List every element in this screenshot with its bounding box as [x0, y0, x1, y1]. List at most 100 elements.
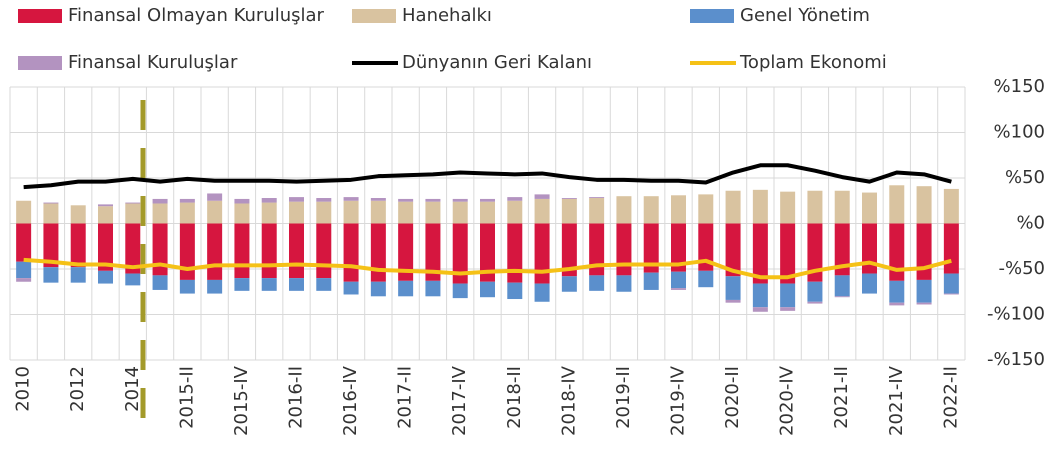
bar — [698, 223, 714, 271]
bar — [179, 202, 195, 224]
bar — [671, 288, 686, 290]
bar — [780, 191, 796, 224]
bar — [889, 280, 905, 303]
x-tick-label: 2015-II — [176, 366, 197, 429]
bar — [807, 281, 823, 302]
bar — [698, 194, 714, 224]
x-tick-label: 2017-IV — [449, 365, 470, 436]
bar — [725, 223, 741, 277]
bar — [589, 197, 605, 199]
bar — [752, 189, 768, 224]
bar — [398, 198, 414, 202]
legend-swatch — [18, 9, 62, 23]
bar — [534, 198, 550, 224]
bar — [589, 198, 605, 224]
bar — [534, 283, 550, 302]
bar — [807, 223, 823, 282]
bar — [125, 273, 141, 286]
y-tick-label: -%100 — [987, 304, 1045, 325]
legend-swatch — [690, 9, 734, 23]
bar — [425, 280, 441, 297]
bar — [289, 201, 304, 224]
bar — [916, 279, 932, 303]
bar — [152, 203, 168, 224]
bar — [534, 223, 550, 284]
bar — [943, 273, 959, 294]
bar — [725, 276, 741, 300]
bar — [671, 195, 686, 224]
bar — [125, 203, 141, 224]
bar — [480, 198, 495, 202]
bar — [370, 198, 386, 201]
bar — [425, 201, 441, 224]
bar — [289, 278, 304, 291]
bar — [616, 196, 632, 224]
bar — [780, 223, 796, 284]
bar — [16, 278, 32, 282]
bar — [507, 282, 523, 300]
bar — [889, 185, 905, 224]
x-tick-label: 2019-II — [613, 366, 634, 429]
bar — [889, 223, 905, 281]
bar — [834, 190, 850, 224]
bar — [261, 278, 277, 291]
x-tick-label: 2022-II — [940, 366, 961, 429]
bar — [343, 197, 359, 201]
bar — [370, 223, 386, 282]
legend-label: Toplam Ekonomi — [739, 52, 887, 73]
bar — [862, 192, 877, 224]
bar — [261, 223, 277, 279]
bar — [480, 281, 495, 298]
bar — [43, 202, 59, 204]
bar — [179, 198, 195, 203]
bar — [643, 272, 659, 290]
bar — [534, 194, 550, 199]
bar — [343, 223, 359, 282]
bar — [589, 223, 605, 276]
bar — [862, 273, 877, 294]
bar — [452, 223, 468, 284]
bar — [43, 203, 59, 224]
x-tick-label: 2016-II — [286, 366, 307, 429]
bar — [43, 223, 59, 268]
x-tick-label: 2021-IV — [886, 365, 907, 436]
x-tick-label: 2017-II — [395, 366, 416, 429]
y-tick-label: -%150 — [987, 349, 1045, 370]
bar — [261, 198, 277, 203]
bar — [507, 223, 523, 283]
x-tick-label: 2014 — [122, 366, 143, 412]
bar — [752, 283, 768, 308]
bar — [807, 301, 823, 304]
bar — [398, 201, 414, 224]
bar — [16, 200, 32, 224]
legend-swatch — [352, 9, 396, 23]
x-tick-label: 2021-II — [831, 366, 852, 429]
bar — [125, 202, 141, 204]
y-tick-label: -%50 — [998, 258, 1045, 279]
bar — [98, 206, 113, 224]
y-tick-label: %100 — [994, 122, 1045, 143]
bar — [671, 271, 686, 289]
bar — [425, 198, 441, 202]
y-tick-label: %150 — [994, 76, 1045, 97]
bar — [234, 223, 250, 279]
bar — [70, 267, 86, 283]
x-tick-label: 2015-IV — [231, 365, 252, 436]
bar — [234, 203, 250, 224]
bar — [725, 190, 741, 224]
bar — [807, 190, 823, 224]
bar — [289, 197, 304, 202]
line — [23, 163, 952, 190]
legend-label: Hanehalkı — [402, 5, 492, 26]
bar — [16, 261, 32, 279]
bar — [916, 223, 932, 280]
x-tick-label: 2010 — [13, 366, 34, 412]
legend-label: Finansal Kuruluşlar — [68, 52, 238, 73]
x-tick-label: 2018-II — [504, 366, 525, 429]
bar — [425, 223, 441, 281]
bar — [616, 223, 632, 276]
bar — [698, 270, 714, 288]
bar — [862, 223, 877, 274]
y-tick-label: %0 — [1016, 213, 1045, 234]
